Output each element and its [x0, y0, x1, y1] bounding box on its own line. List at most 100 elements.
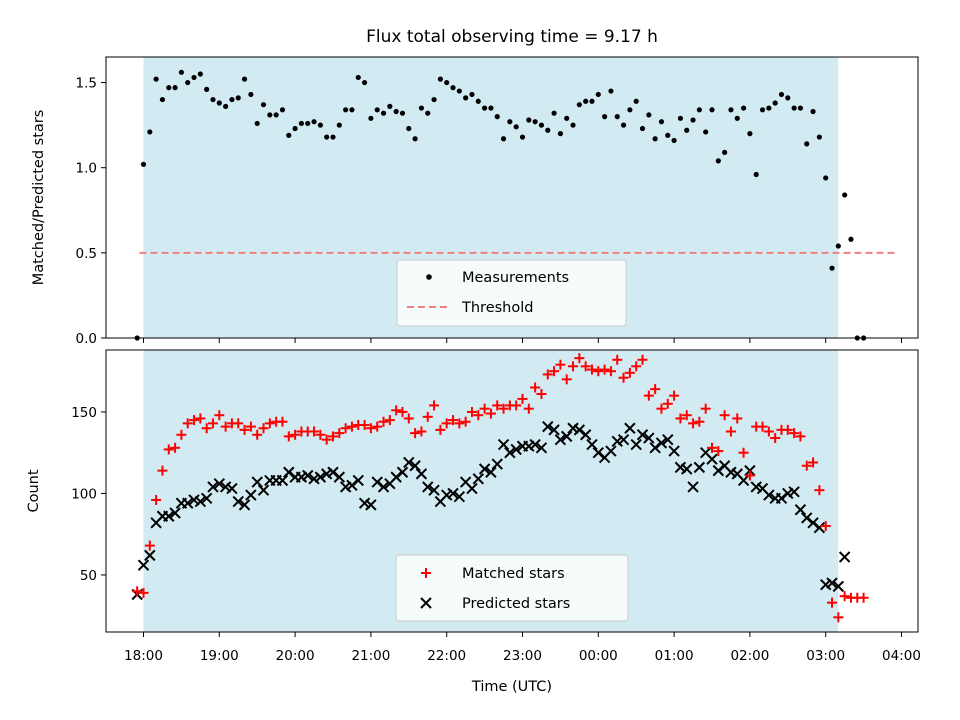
matched-stars-point: [549, 366, 560, 377]
y-tick-label: 150: [71, 405, 97, 421]
cross-b: [725, 466, 737, 478]
cross-b: [655, 437, 668, 449]
measurement-point: [576, 102, 582, 108]
measurement-point: [785, 95, 791, 101]
legend-matched-stars-label: Matched stars: [462, 566, 565, 582]
measurement-point: [140, 161, 147, 167]
measurement-point: [292, 125, 298, 132]
measurement-point: [722, 149, 728, 155]
cross-b: [737, 474, 750, 487]
matched-stars-point: [397, 406, 408, 417]
cross-b: [636, 429, 649, 441]
cross-b: [219, 481, 232, 493]
cross-b: [630, 438, 642, 451]
x-tick-label: 00:00: [579, 648, 618, 664]
cross-b: [485, 466, 497, 478]
predicted-stars-point: [453, 490, 466, 503]
cross-b: [592, 446, 605, 459]
predicted-stars-point: [586, 438, 598, 451]
cross-b: [681, 463, 693, 475]
top-legend: Measurements Threshold: [396, 259, 627, 327]
y-tick-label: 1.5: [76, 76, 97, 92]
cross-b: [377, 481, 390, 493]
cross-b: [251, 476, 263, 488]
measurement-point: [829, 265, 835, 271]
measurement-point: [406, 125, 412, 132]
measurement-point: [475, 98, 481, 104]
matched-stars-point: [321, 434, 332, 445]
predicted-stars-point: [737, 474, 750, 487]
matched-stars-point: [555, 359, 566, 370]
cross-b: [617, 433, 630, 446]
matched-stars-legend-marker: [421, 568, 431, 578]
y-tick-label: 1.0: [76, 161, 97, 177]
predicted-stars-point: [245, 489, 257, 501]
cross-b: [605, 445, 617, 457]
measurement-point: [241, 76, 248, 82]
cross-b: [586, 438, 598, 451]
measurement-point: [279, 107, 286, 113]
matched-stars-point: [473, 410, 484, 421]
matched-stars-point: [650, 384, 661, 395]
matched-stars-point: [448, 415, 459, 426]
measurement-point: [361, 79, 368, 86]
measurement-point: [254, 120, 260, 127]
predicted-stars-point: [327, 466, 339, 478]
predicted-stars-point: [807, 517, 819, 529]
top-y-axis-label: Matched/Predicted stars: [31, 110, 47, 286]
predicted-stars-point: [832, 580, 845, 593]
cross-b: [327, 466, 339, 478]
bottom-y-ticks: 50 100 150: [71, 405, 106, 584]
predicted-stars-point: [200, 492, 213, 505]
cross-b: [706, 453, 718, 465]
matched-stars-point: [530, 382, 541, 393]
predicted-stars-point: [276, 474, 289, 487]
matched-stars-point: [315, 429, 326, 440]
predicted-stars-legend-marker: [420, 597, 432, 609]
measurement-point: [147, 129, 153, 135]
predicted-stars-point: [194, 495, 207, 508]
cross-b: [188, 494, 200, 506]
cross-b: [668, 445, 680, 457]
measurement-point: [804, 141, 810, 147]
measurement-point: [172, 85, 178, 91]
measurement-point: [210, 96, 216, 103]
matched-stars-point: [132, 586, 143, 597]
matched-stars-point: [435, 424, 446, 435]
matched-stars-point: [738, 447, 749, 458]
predicted-stars-point: [693, 461, 706, 474]
cross-b: [548, 424, 560, 436]
measurement-point: [848, 236, 854, 242]
matched-stars-point: [182, 418, 193, 429]
matched-stars-point: [378, 416, 389, 427]
predicted-stars-point: [624, 422, 636, 434]
x-tick-label: 01:00: [655, 648, 694, 664]
bottom-y-axis-label: Count: [26, 469, 42, 512]
matched-stars-point: [144, 540, 155, 551]
matched-stars-point: [662, 398, 673, 409]
predicted-stars-point: [491, 458, 503, 470]
measurement-point: [488, 105, 494, 111]
y-tick-label: 50: [80, 568, 97, 584]
matched-stars-point: [605, 366, 616, 377]
predicted-stars-point: [662, 433, 674, 446]
measurement-point: [387, 103, 393, 109]
y-tick-label: 0.5: [76, 246, 97, 262]
predicted-stars-point: [226, 482, 238, 495]
matched-stars-point: [138, 587, 149, 598]
bottom-x-ticks: 18:00 19:00 20:00 21:00 22:00 23:00 00:00 01:00…: [124, 632, 921, 664]
measurement-point: [684, 127, 690, 133]
measurement-point: [298, 120, 305, 127]
cross-b: [832, 580, 845, 593]
measurement-point: [557, 131, 564, 137]
predicted-stars-point: [232, 495, 244, 508]
measurement-point: [248, 91, 254, 98]
cross-b: [567, 422, 579, 434]
measurement-point: [526, 117, 532, 123]
predicted-stars-point: [302, 469, 314, 482]
cross-b: [687, 481, 699, 493]
cross-b: [420, 597, 432, 609]
matched-stars-point: [643, 390, 654, 401]
measurement-point: [500, 136, 507, 142]
measurement-point: [324, 134, 330, 140]
